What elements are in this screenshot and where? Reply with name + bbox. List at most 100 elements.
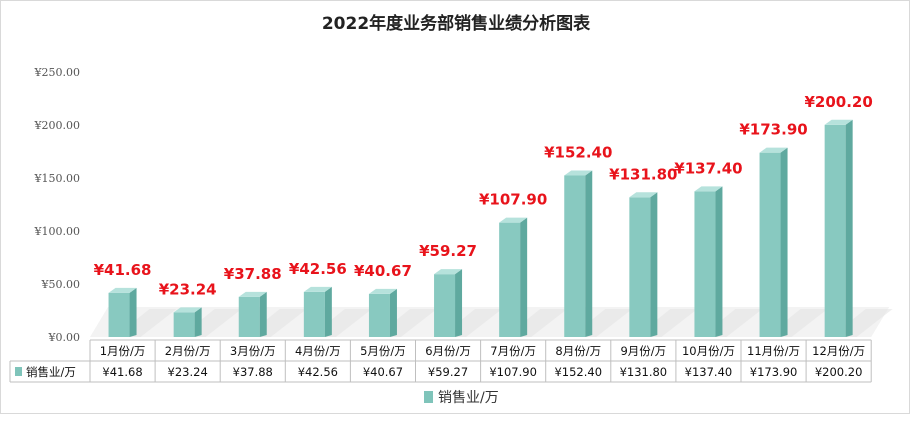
bar-top xyxy=(434,269,463,275)
y-tick-label: ¥50.00 xyxy=(41,278,81,291)
bar xyxy=(694,186,763,337)
bar-top xyxy=(759,147,788,153)
data-table: 1月份/万 2月份/万 3月份/万 4月份/万 5月份/万 6月份/万 7月份/万 8月份/万… xyxy=(9,339,872,383)
bar-top xyxy=(173,307,202,313)
bar xyxy=(434,269,503,337)
chart-plot: ¥0.00¥50.00¥100.00¥150.00¥200.00¥250.00¥… xyxy=(9,66,893,406)
y-tick-label: ¥0.00 xyxy=(48,331,81,344)
bar-front xyxy=(368,293,390,337)
data-label: ¥152.40 xyxy=(544,143,612,161)
bar-side xyxy=(389,288,397,337)
bar-top xyxy=(564,170,593,176)
bar-side xyxy=(715,186,723,337)
table-series-swatch xyxy=(15,367,22,376)
bar-series: ¥41.68 ¥23.24 ¥37.88 ¥42.56 ¥40.67 ¥59.27 ¥107… xyxy=(94,93,893,338)
category-label: 1月份/万 xyxy=(100,344,146,358)
y-tick-label: ¥250.00 xyxy=(34,66,81,79)
category-label: 8月份/万 xyxy=(555,344,601,358)
bar-top xyxy=(303,286,332,292)
data-label: ¥59.27 xyxy=(419,242,477,260)
bar xyxy=(368,288,437,337)
bar-top xyxy=(694,186,723,192)
chart-title: 2022年度业务部销售业绩分析图表 xyxy=(321,14,591,34)
bar-top xyxy=(108,287,137,293)
bar-side xyxy=(259,291,267,337)
category-label: 4月份/万 xyxy=(295,344,341,358)
bar-top xyxy=(629,192,658,198)
y-axis: ¥0.00 ¥50.00 ¥100.00 ¥150.00 ¥200.00 ¥250.00 xyxy=(34,66,81,344)
chart-container: 2022年度业务部销售业绩分析图表 ¥0.00 ¥50.00 ¥100.00 ¥150… xyxy=(0,0,910,414)
bar-front xyxy=(564,175,586,337)
y-tick-label: ¥100.00 xyxy=(34,225,81,238)
category-label: 6月份/万 xyxy=(425,344,471,358)
bar-front xyxy=(108,292,130,337)
bar-front xyxy=(173,312,195,337)
bar-front xyxy=(759,152,781,337)
category-label: 3月份/万 xyxy=(230,344,276,358)
bar-side xyxy=(650,192,658,337)
bar-side xyxy=(780,147,788,337)
legend-swatch xyxy=(424,391,433,403)
data-label: ¥107.90 xyxy=(479,191,547,209)
category-label: 9月份/万 xyxy=(620,344,666,358)
table-cell: ¥137.40 xyxy=(685,365,733,379)
category-label: 2月份/万 xyxy=(165,344,211,358)
y-tick-label: ¥200.00 xyxy=(34,119,81,132)
bar-front xyxy=(824,124,846,338)
bar xyxy=(499,217,568,337)
bar xyxy=(108,287,177,337)
bar-top xyxy=(824,119,853,125)
category-label: 11月份/万 xyxy=(747,344,800,358)
table-cell: ¥23.24 xyxy=(168,365,208,379)
table-cell: ¥200.20 xyxy=(815,365,863,379)
table-cell: ¥40.67 xyxy=(363,365,403,379)
bar-front xyxy=(499,222,521,337)
data-label: ¥137.40 xyxy=(674,159,742,177)
bar-front xyxy=(694,191,716,337)
data-label: ¥173.90 xyxy=(739,121,807,139)
bar-front xyxy=(303,291,325,337)
bar-front xyxy=(434,274,456,337)
bar-top xyxy=(238,291,267,297)
data-label: ¥23.24 xyxy=(159,280,217,298)
category-label: 5月份/万 xyxy=(360,344,406,358)
table-series-label: 销售业/万 xyxy=(26,365,76,379)
data-label: ¥200.20 xyxy=(804,93,872,111)
bar xyxy=(629,192,698,337)
table-cell: ¥41.68 xyxy=(102,365,142,379)
bar-side xyxy=(324,286,332,337)
bar-side xyxy=(585,170,593,337)
bar xyxy=(824,119,893,338)
bar xyxy=(303,286,372,337)
category-label: 10月份/万 xyxy=(682,344,735,358)
table-cell: ¥152.40 xyxy=(554,365,602,379)
legend-label: 销售业/万 xyxy=(438,390,499,406)
table-cell: ¥107.90 xyxy=(489,365,537,379)
bar-front xyxy=(629,197,651,337)
y-tick-label: ¥150.00 xyxy=(34,172,81,185)
data-label: ¥42.56 xyxy=(289,260,347,278)
bar-side xyxy=(845,119,853,338)
table-cell: ¥37.88 xyxy=(233,365,273,379)
table-cell: ¥131.80 xyxy=(620,365,668,379)
bar-side xyxy=(129,287,137,337)
data-label: ¥37.88 xyxy=(224,265,282,283)
table-cell: ¥59.27 xyxy=(428,365,468,379)
legend: 销售业/万 xyxy=(424,390,499,406)
data-label: ¥40.67 xyxy=(354,262,412,280)
category-label: 7月份/万 xyxy=(490,344,536,358)
bar-top xyxy=(499,217,528,223)
bar xyxy=(173,307,242,337)
data-label: ¥131.80 xyxy=(609,165,677,183)
table-cell: ¥173.90 xyxy=(750,365,798,379)
category-label: 12月份/万 xyxy=(812,344,865,358)
data-label: ¥41.68 xyxy=(94,261,152,279)
bar xyxy=(564,170,633,337)
table-cell: ¥42.56 xyxy=(298,365,338,379)
bar-side xyxy=(194,307,202,337)
bar-side xyxy=(455,269,463,337)
bar xyxy=(759,147,828,337)
bar-front xyxy=(238,296,260,337)
bar xyxy=(238,291,307,337)
bar-top xyxy=(368,288,397,294)
